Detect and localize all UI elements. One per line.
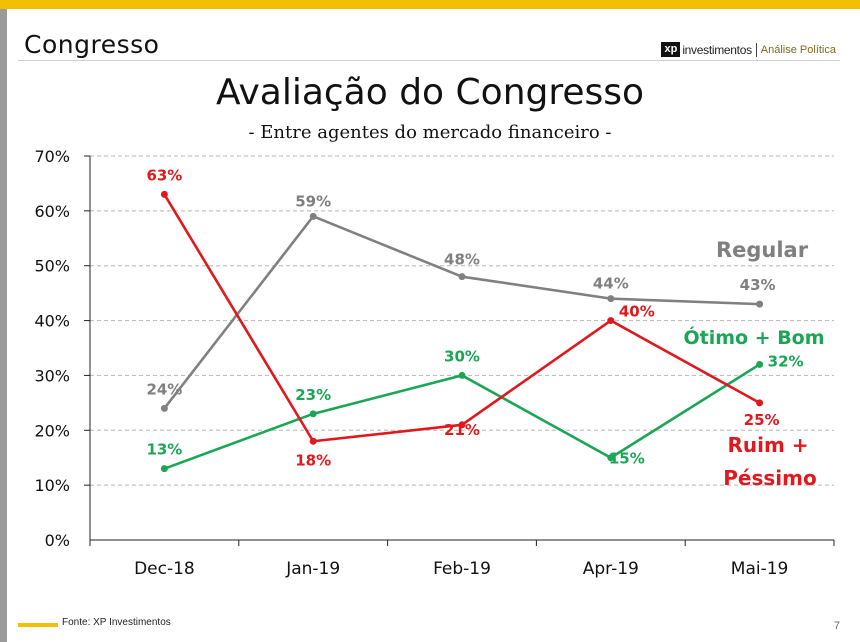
- data-label: 21%: [444, 421, 480, 439]
- data-label: 40%: [619, 303, 655, 321]
- x-tick-label: Dec-18: [134, 559, 195, 579]
- brand-name: investimentos: [682, 42, 752, 57]
- x-tick-label: Apr-19: [583, 559, 639, 579]
- brand-unit: Análise Política: [760, 43, 836, 56]
- data-point: [309, 212, 317, 220]
- y-tick-label: 20%: [34, 421, 70, 440]
- data-label: 63%: [146, 166, 182, 184]
- footer-accent-bar: [18, 623, 58, 627]
- data-label: 44%: [593, 275, 629, 293]
- header-divider: [18, 60, 840, 61]
- series-line-1: [163, 215, 760, 410]
- data-point: [458, 421, 466, 429]
- series-line-2: [163, 363, 761, 470]
- brand-divider: [755, 42, 757, 57]
- y-tick-label: 10%: [34, 476, 70, 495]
- y-tick-label: 30%: [34, 366, 70, 385]
- data-label: 25%: [744, 411, 780, 429]
- data-label: 15%: [609, 450, 645, 468]
- legend-label-otimo-bom: Ótimo + Bom: [683, 325, 824, 349]
- left-accent-bar: [0, 9, 7, 642]
- data-point: [607, 317, 615, 325]
- legend-label-ruim-line1: Ruim +: [727, 433, 808, 457]
- data-point: [458, 273, 466, 281]
- y-tick-label: 0%: [45, 531, 70, 550]
- data-label: 30%: [444, 347, 480, 365]
- section-title: Congresso: [24, 30, 160, 59]
- y-tick-label: 60%: [34, 202, 70, 221]
- data-point: [309, 437, 317, 445]
- y-tick-label: 40%: [34, 312, 70, 331]
- data-label: 43%: [740, 276, 776, 294]
- data-label: 24%: [146, 380, 182, 398]
- data-label: 13%: [146, 441, 182, 459]
- data-label: 59%: [295, 192, 331, 210]
- y-tick-label: 70%: [34, 147, 70, 166]
- data-point: [309, 410, 317, 418]
- data-label: 48%: [444, 251, 480, 269]
- data-label: 23%: [295, 386, 331, 404]
- data-point: [458, 371, 466, 379]
- x-tick-label: Jan-19: [285, 559, 340, 579]
- top-accent-bar: [0, 0, 860, 9]
- data-point: [607, 454, 615, 462]
- brand: xp investimentos Análise Política: [661, 42, 836, 57]
- data-point: [160, 404, 168, 412]
- data-label: 18%: [295, 451, 331, 469]
- chart-subtitle: - Entre agentes do mercado financeiro -: [248, 122, 612, 143]
- y-tick-label: 50%: [34, 257, 70, 276]
- page-number: 7: [833, 620, 840, 632]
- data-point: [756, 399, 764, 407]
- footer-source: Fonte: XP Investimentos: [62, 617, 171, 628]
- x-tick-label: Mai-19: [731, 559, 789, 579]
- data-point: [607, 295, 615, 303]
- data-point: [160, 190, 168, 198]
- legend-label-regular: Regular: [716, 238, 809, 262]
- x-tick-label: Feb-19: [433, 559, 491, 579]
- legend-label-ruim-line2: Péssimo: [723, 466, 816, 490]
- data-point: [756, 360, 764, 368]
- series-line-3: [163, 193, 761, 443]
- brand-logo: xp: [661, 42, 681, 57]
- data-label: 32%: [768, 352, 804, 370]
- chart-title: Avaliação do Congresso: [215, 72, 645, 113]
- data-point: [160, 465, 168, 473]
- data-point: [756, 300, 764, 308]
